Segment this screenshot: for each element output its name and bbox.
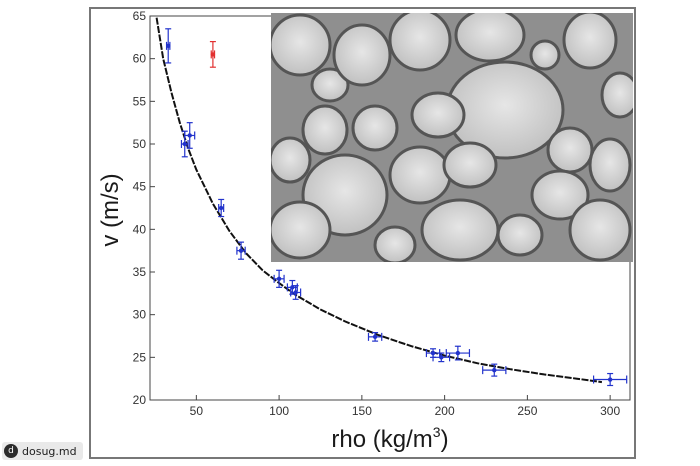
- y-axis-label: v (m/s): [97, 173, 124, 246]
- point-marker: [430, 350, 436, 356]
- inset-foam-image: [271, 13, 633, 262]
- x-tick-label: 150: [352, 404, 372, 418]
- outlier-data-point: [209, 40, 216, 68]
- data-points-layer: [165, 28, 628, 387]
- y-tick-label: 55: [133, 94, 147, 108]
- measured-data-point: [482, 363, 507, 377]
- watermark-text: dosug.md: [22, 444, 77, 458]
- point-marker: [238, 248, 244, 253]
- watermark-logo-icon: d: [4, 444, 18, 458]
- measured-data-point: [273, 269, 285, 288]
- measured-data-point: [165, 28, 172, 64]
- x-tick-label: 250: [517, 404, 537, 418]
- measured-data-point: [367, 331, 383, 342]
- y-tick-label: 35: [133, 265, 147, 279]
- point-marker: [607, 377, 613, 382]
- y-tick-label: 65: [133, 9, 147, 23]
- measured-data-point: [445, 345, 471, 361]
- point-marker: [166, 43, 171, 49]
- x-tick-label: 100: [269, 404, 289, 418]
- point-marker: [455, 350, 461, 356]
- point-marker: [210, 52, 216, 57]
- x-tick-label: 50: [190, 404, 204, 418]
- measured-data-point: [290, 285, 302, 300]
- y-tick-label: 50: [133, 137, 147, 151]
- point-marker: [182, 141, 187, 147]
- point-marker: [372, 334, 378, 340]
- point-marker: [187, 133, 192, 138]
- axes: 50 100 150 200 250 300 20 25 30 35 40 45 50 55 60 65: [133, 9, 621, 418]
- y-tick-label: 40: [133, 222, 147, 236]
- point-marker: [492, 367, 497, 373]
- x-tick-label: 200: [435, 404, 455, 418]
- measured-data-point: [425, 348, 441, 358]
- point-marker: [218, 205, 224, 211]
- watermark: d dosug.md: [2, 442, 83, 460]
- point-marker: [290, 285, 295, 290]
- y-tick-label: 30: [133, 308, 147, 322]
- x-tick-label: 300: [600, 404, 620, 418]
- y-tick-label: 60: [133, 52, 147, 66]
- measured-data-point: [432, 352, 451, 363]
- point-marker: [276, 276, 282, 282]
- point-marker: [293, 290, 298, 295]
- y-tick-label: 25: [133, 350, 147, 364]
- x-axis-label: rho (kg/m3): [331, 424, 448, 453]
- x-axis-label-superscript: 3: [433, 424, 441, 440]
- point-marker: [439, 355, 444, 360]
- measured-data-point: [236, 241, 246, 260]
- measured-data-point: [184, 122, 196, 149]
- measured-data-point: [218, 198, 225, 218]
- measured-data-point: [286, 279, 298, 295]
- x-axis-label-close: ): [441, 426, 449, 453]
- measured-data-point: [592, 372, 628, 387]
- y-tick-label: 20: [133, 393, 147, 407]
- y-tick-label: 45: [133, 180, 147, 194]
